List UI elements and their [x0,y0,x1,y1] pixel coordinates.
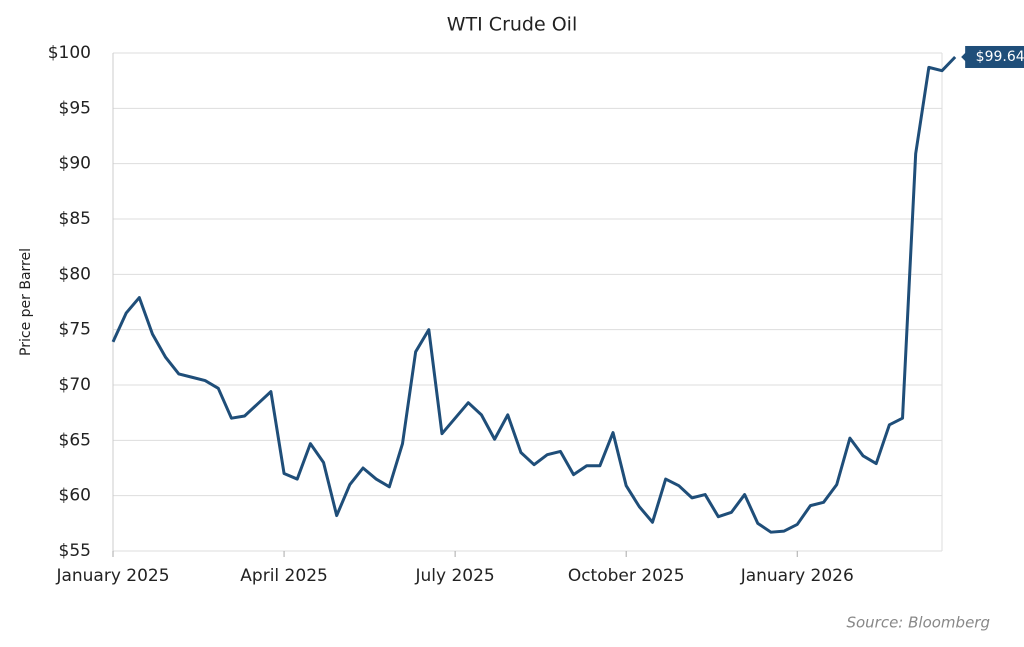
y-tick-label: $55 [59,541,91,561]
x-tick-label: October 2025 [568,566,685,586]
y-tick-label: $100 [48,43,91,63]
y-axis-label: Price per Barrel [18,248,34,356]
value-label: $99.64 [976,49,1024,65]
chart-title: WTI Crude Oil [447,14,577,36]
y-tick-label: $95 [59,98,91,118]
x-tick-label: January 2025 [55,566,169,586]
x-tick-label: April 2025 [240,566,328,586]
y-tick-label: $75 [59,320,91,340]
x-tick-label: July 2025 [415,566,495,586]
source: Source: Bloomberg [846,614,990,632]
x-tick-label: January 2026 [740,566,854,586]
y-tick-label: $90 [59,154,91,174]
y-tick-label: $60 [59,486,91,506]
line-series [111,55,957,534]
y-tick-label: $70 [59,375,91,395]
y-tick-label: $65 [59,430,91,450]
y-tick-label: $80 [59,264,91,284]
label-box [965,45,1024,68]
y-tick-label: $85 [59,209,91,229]
